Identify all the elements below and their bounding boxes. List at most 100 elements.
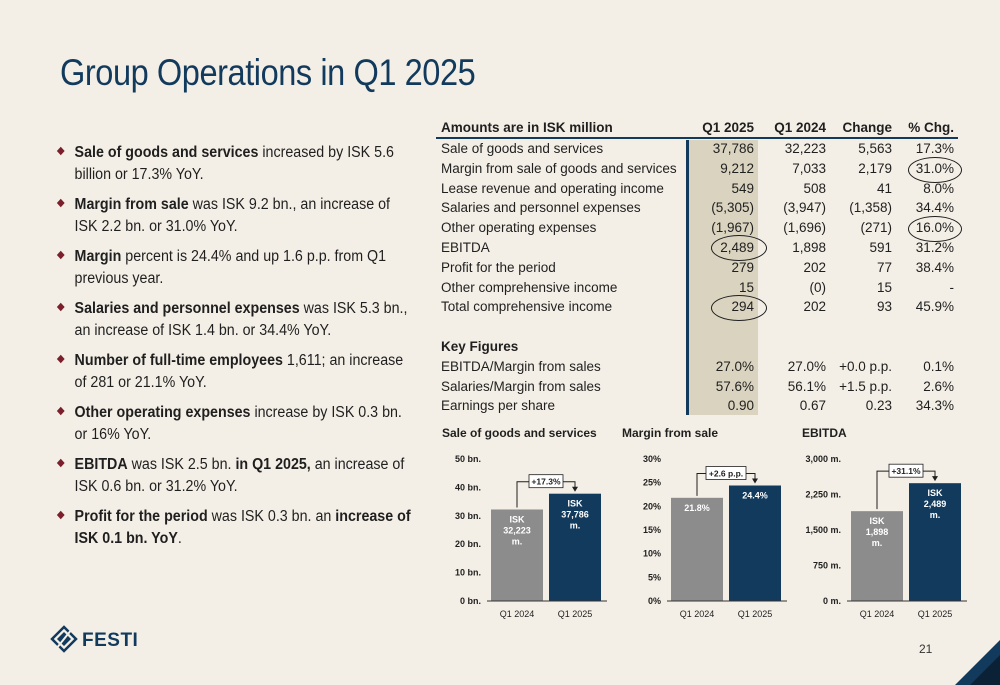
table-row: Sale of goods and services 37,786 32,223 5,… [436,141,958,161]
x-category-label: Q1 2024 [680,609,715,619]
cell-value: 56.1% [787,378,826,394]
x-category-label: Q1 2025 [738,609,773,619]
chart-bar [549,493,601,601]
cell-value: 41 [876,180,892,196]
cell-value: 2,179 [858,160,892,176]
highlight-circle-total-comprehensive [711,295,767,321]
cell-value: 1,898 [792,240,826,255]
cell-value: (0) [809,279,827,295]
cell-value: Change [842,120,892,135]
bar-data-label: 24.4% [742,491,768,501]
bullet-marker-icon [56,198,65,208]
chart-canvas: 0% 5% 10% 15% 20% 25% 30% 21.8% Q1 2024 24.4% Q1 2… [643,454,787,619]
cell-value: 27.0% [715,358,754,374]
change-label: +17.3% [531,477,561,487]
column-divider [686,140,689,415]
y-tick-label: 1,500 m. [805,525,841,535]
change-label-box [705,466,747,480]
bullet-item: Profit for the period was ISK 0.3 bn. an… [56,506,415,549]
bar-data-label: m. [570,521,581,531]
cell-value: % Chg. [908,120,954,135]
y-tick-label: 5% [648,572,661,582]
cell-value: 8.0% [923,180,954,196]
bullet-text: increased by ISK 5.6 billion or 17.3% Yo… [74,144,394,183]
bullet-bold-text: Number of full-time employees [74,352,283,369]
bullet-bold-text: Salaries and personnel expenses [74,300,300,317]
cell-value: 5,563 [858,141,892,156]
bar-data-label: ISK [869,516,885,526]
bullet-text: was ISK 0.3 bn. an [207,508,336,525]
bullet-text: an increase of ISK 0.6 bn. or 31.2% YoY. [74,456,405,495]
cell-value: Q1 2024 [774,120,826,135]
bullet-item: Number of full-time employees 1,611; an … [56,350,415,393]
row-label: EBITDA [441,240,490,255]
chart-bar [909,483,961,601]
cell-value: 34.4% [915,200,954,216]
y-tick-label: 3,000 m. [805,454,841,464]
row-label: Earnings per share [441,398,556,414]
chart-title: Sale of goods and services [442,426,597,440]
chart-title: Margin from sale [622,426,719,440]
chart-ebitda: EBITDA 0 m. 750 m. 1,500 m. 2,250 m. 3,000 m.… [802,426,967,626]
row-label: Salaries/Margin from sales [441,378,601,394]
bullet-bold-text: increase of ISK 0.1 bn. YoY [74,508,411,547]
chart-bar [671,497,723,601]
cell-value: 202 [803,259,826,275]
row-label: Total comprehensive income [441,299,613,315]
y-tick-label: 25% [643,478,661,488]
y-tick-label: 30 bn. [455,511,481,521]
bullet-text: . [177,529,182,547]
bullet-item: Margin percent is 24.4% and up 1.6 p.p. … [56,246,415,289]
change-label-box [888,463,924,478]
row-label: Amounts are in ISK million [441,120,613,135]
chart-title: EBITDA [802,426,847,440]
table-header-rule [436,137,958,139]
bullet-marker-icon [56,146,65,156]
cell-value: 591 [869,240,892,255]
corner-decoration-dark [970,655,1000,685]
bullet-item: Sale of goods and services increased by … [56,142,415,185]
row-label: Salaries and personnel expenses [441,200,641,216]
chart-sale-of-goods: Sale of goods and services 0 bn. 10 bn. 20 … [442,426,607,626]
change-arrow-icon [932,476,938,482]
row-label: Margin from sale of goods and services [441,160,677,176]
cell-value: 15 [876,279,892,295]
summary-bullet-list: Sale of goods and services increased by … [56,142,411,558]
bar-data-label: ISK [509,514,525,524]
cell-value: 0.90 [727,398,754,414]
table-header-row: Amounts are in ISK million Q1 2025 Q1 2024… [436,120,958,140]
y-tick-label: 10 bn. [455,568,481,578]
cell-value: 2.6% [923,378,954,394]
bullet-text: was ISK 5.3 bn., an increase of ISK 1.4 … [74,300,408,339]
y-tick-label: 0 bn. [460,596,481,606]
cell-value: 38.4% [915,259,954,275]
cell-value: 27.0% [787,358,826,374]
y-tick-label: 0% [648,596,661,606]
x-category-label: Q1 2024 [500,609,535,619]
table-row: Lease revenue and operating income 549 508… [436,181,958,201]
page-number: 21 [919,642,933,656]
bullet-bold-text: Profit for the period [74,508,208,525]
change-label: +31.1% [891,466,921,476]
highlight-circle-margin-pct [908,157,962,183]
bar-data-label: ISK [927,488,943,498]
bar-data-label: 32,223 [503,525,531,535]
y-tick-label: 0 m. [823,596,841,606]
chart-canvas: 0 bn.10 bn.20 bn.30 bn.40 bn.50 bn.ISK32… [455,454,607,619]
y-tick-label: 50 bn. [455,454,481,464]
chart-margin-from-sale: Margin from sale 0% 5% 10% 15% 20% 25% 30% 21.8%… [622,426,787,626]
cell-value: 34.3% [915,398,954,414]
page-title: Group Operations in Q1 2025 [60,52,476,93]
y-tick-label: 15% [643,525,661,535]
cell-value: 279 [731,259,754,275]
bar-data-label: 37,786 [561,510,589,520]
table-row: Margin from sale of goods and services 9,… [436,161,958,181]
row-label: EBITDA/Margin from sales [441,358,601,374]
y-tick-label: 750 m. [813,561,841,571]
cell-value: (1,696) [783,220,826,236]
cell-value: +0.0 p.p. [839,358,892,374]
row-label: Lease revenue and operating income [441,180,664,196]
bar-data-label: 21.8% [684,503,710,513]
bullet-marker-icon [56,458,65,468]
change-arrow-icon [752,478,758,484]
